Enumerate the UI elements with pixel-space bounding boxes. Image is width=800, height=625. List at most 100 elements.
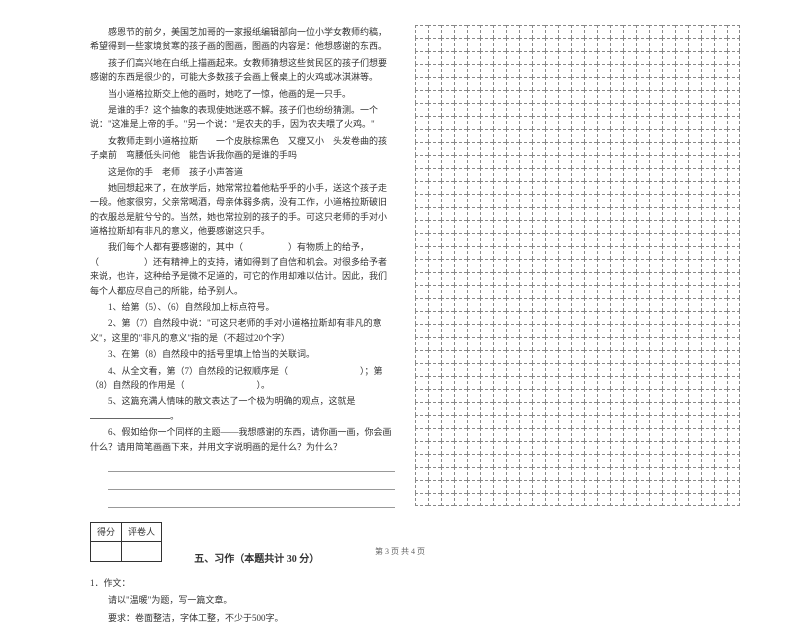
grid-cell xyxy=(597,259,610,272)
grid-cell xyxy=(571,129,584,142)
grid-cell xyxy=(584,376,597,389)
grid-cell xyxy=(467,246,480,259)
grid-cell xyxy=(597,90,610,103)
grid-cell xyxy=(545,428,558,441)
grid-cell xyxy=(454,454,467,467)
grid-cell xyxy=(428,480,441,493)
grid-cell xyxy=(519,142,532,155)
grid-cell xyxy=(636,415,649,428)
grid-cell xyxy=(688,467,701,480)
grid-cell xyxy=(649,25,662,38)
grid-cell xyxy=(701,181,714,194)
grid-cell xyxy=(701,324,714,337)
grid-cell xyxy=(545,389,558,402)
grid-cell xyxy=(662,194,675,207)
grid-cell xyxy=(454,363,467,376)
grid-cell xyxy=(428,233,441,246)
grid-cell xyxy=(480,64,493,77)
grid-cell xyxy=(428,142,441,155)
grid-cell xyxy=(623,467,636,480)
grid-cell xyxy=(649,38,662,51)
grid-cell xyxy=(506,272,519,285)
grid-cell xyxy=(636,25,649,38)
grid-cell xyxy=(675,220,688,233)
grid-cell xyxy=(441,207,454,220)
grid-cell xyxy=(584,142,597,155)
grid-cell xyxy=(493,402,506,415)
grid-cell xyxy=(649,493,662,506)
grid-cell xyxy=(480,441,493,454)
grid-cell xyxy=(610,454,623,467)
grid-row xyxy=(415,181,740,194)
grid-cell xyxy=(597,129,610,142)
grid-cell xyxy=(636,454,649,467)
grid-cell xyxy=(454,259,467,272)
grid-cell xyxy=(454,129,467,142)
grid-cell xyxy=(493,363,506,376)
grid-cell xyxy=(688,428,701,441)
grid-cell xyxy=(714,77,727,90)
grid-cell xyxy=(506,402,519,415)
grid-cell xyxy=(636,324,649,337)
grid-cell xyxy=(688,493,701,506)
right-grid-column xyxy=(410,0,770,565)
grid-cell xyxy=(532,194,545,207)
grid-cell xyxy=(597,51,610,64)
grid-cell xyxy=(623,220,636,233)
grid-cell xyxy=(558,181,571,194)
grid-cell xyxy=(545,480,558,493)
grid-cell xyxy=(415,337,428,350)
grid-cell xyxy=(519,207,532,220)
grid-cell xyxy=(454,285,467,298)
grid-cell xyxy=(532,402,545,415)
grid-cell xyxy=(415,324,428,337)
grid-cell xyxy=(480,103,493,116)
grid-cell xyxy=(597,324,610,337)
grid-cell xyxy=(558,51,571,64)
grid-cell xyxy=(428,402,441,415)
grid-cell xyxy=(662,51,675,64)
answer-line-3 xyxy=(108,494,395,508)
grid-cell xyxy=(571,207,584,220)
grid-row xyxy=(415,467,740,480)
grid-cell xyxy=(727,324,740,337)
grid-cell xyxy=(441,116,454,129)
grid-cell xyxy=(441,51,454,64)
grid-cell xyxy=(727,415,740,428)
grid-cell xyxy=(415,129,428,142)
grid-cell xyxy=(701,220,714,233)
grid-cell xyxy=(571,441,584,454)
grid-cell xyxy=(675,337,688,350)
grid-cell xyxy=(428,64,441,77)
grid-cell xyxy=(649,311,662,324)
grid-cell xyxy=(701,298,714,311)
grid-cell xyxy=(428,467,441,480)
grid-cell xyxy=(727,337,740,350)
grid-cell xyxy=(493,376,506,389)
grid-cell xyxy=(610,324,623,337)
answer-line-1 xyxy=(108,458,395,472)
grid-cell xyxy=(493,103,506,116)
grid-cell xyxy=(571,64,584,77)
question-1: 1、给第（5）、（6）自然段加上标点符号。 xyxy=(90,300,395,314)
grid-cell xyxy=(610,90,623,103)
grid-cell xyxy=(571,389,584,402)
grid-cell xyxy=(558,168,571,181)
grid-cell xyxy=(545,51,558,64)
grid-cell xyxy=(714,207,727,220)
grid-cell xyxy=(714,324,727,337)
grid-cell xyxy=(636,129,649,142)
grid-cell xyxy=(636,207,649,220)
grid-cell xyxy=(623,25,636,38)
grid-cell xyxy=(610,51,623,64)
grid-cell xyxy=(493,285,506,298)
grid-cell xyxy=(636,77,649,90)
grid-cell xyxy=(493,64,506,77)
grid-cell xyxy=(441,142,454,155)
grid-cell xyxy=(584,363,597,376)
grid-cell xyxy=(649,337,662,350)
grid-cell xyxy=(597,441,610,454)
grid-cell xyxy=(675,493,688,506)
grid-cell xyxy=(454,441,467,454)
grid-cell xyxy=(493,298,506,311)
